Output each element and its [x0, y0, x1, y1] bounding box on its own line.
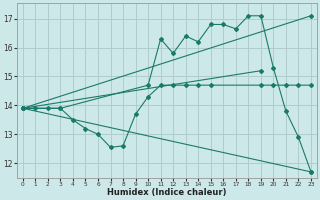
- X-axis label: Humidex (Indice chaleur): Humidex (Indice chaleur): [107, 188, 227, 197]
